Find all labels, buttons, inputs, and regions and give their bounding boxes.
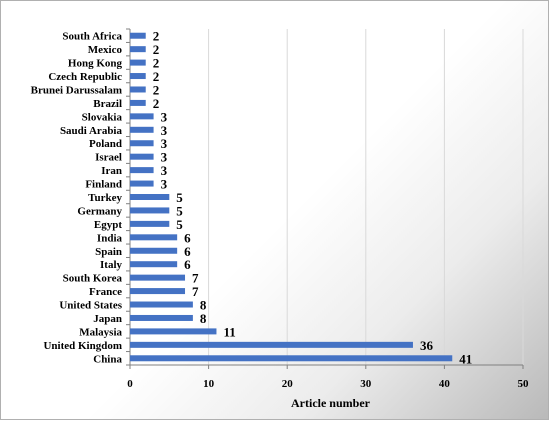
category-label: Egypt bbox=[94, 219, 122, 231]
category-label: Finland bbox=[85, 179, 122, 191]
x-tick-label: 50 bbox=[518, 378, 530, 390]
category-label: United States bbox=[59, 300, 122, 312]
data-label: 2 bbox=[153, 69, 160, 84]
data-label: 3 bbox=[161, 136, 168, 151]
data-label: 11 bbox=[223, 324, 235, 339]
data-label: 5 bbox=[176, 217, 183, 232]
data-label: 2 bbox=[153, 56, 160, 71]
category-label: Czech Republic bbox=[48, 71, 122, 83]
category-label: Slovakia bbox=[82, 111, 123, 123]
bar bbox=[130, 314, 193, 321]
category-label: United Kingdom bbox=[43, 340, 122, 352]
data-label: 2 bbox=[153, 82, 160, 97]
bar bbox=[130, 153, 154, 160]
data-label: 5 bbox=[176, 190, 183, 205]
category-label: China bbox=[93, 353, 122, 365]
x-axis-title: Article number bbox=[291, 396, 371, 410]
category-label: South Africa bbox=[62, 31, 122, 43]
data-label: 6 bbox=[184, 257, 191, 272]
category-label: France bbox=[89, 286, 122, 298]
bar bbox=[130, 341, 413, 348]
category-label: Iran bbox=[101, 165, 122, 177]
data-label: 2 bbox=[153, 42, 160, 57]
bar bbox=[130, 194, 170, 200]
data-label: 7 bbox=[192, 271, 199, 286]
bar bbox=[130, 46, 146, 53]
data-label: 2 bbox=[153, 96, 160, 111]
bar bbox=[130, 247, 178, 254]
bar bbox=[130, 59, 146, 66]
bar bbox=[130, 126, 154, 133]
bar bbox=[130, 261, 178, 268]
bar bbox=[130, 288, 186, 295]
bar bbox=[130, 167, 154, 174]
bar bbox=[130, 180, 154, 187]
data-label: 3 bbox=[161, 177, 168, 192]
x-tick-label: 40 bbox=[439, 378, 451, 390]
data-label: 7 bbox=[192, 284, 199, 299]
bar bbox=[130, 301, 193, 308]
bar bbox=[130, 207, 170, 214]
data-label: 2 bbox=[153, 29, 160, 44]
bar bbox=[130, 328, 217, 335]
category-label: Mexico bbox=[88, 44, 123, 56]
bar bbox=[130, 355, 453, 362]
category-label: Brunei Darussalam bbox=[31, 84, 122, 96]
x-tick-label: 30 bbox=[360, 378, 372, 390]
category-label: Hong Kong bbox=[68, 58, 123, 70]
bar bbox=[130, 274, 186, 281]
data-label: 3 bbox=[161, 150, 168, 165]
data-label: 8 bbox=[200, 311, 207, 326]
bar bbox=[130, 220, 170, 227]
category-label: Spain bbox=[95, 246, 122, 258]
category-label: Japan bbox=[93, 313, 122, 325]
bar bbox=[130, 32, 146, 39]
category-label: Israel bbox=[95, 152, 122, 164]
data-label: 8 bbox=[200, 298, 207, 313]
category-label: Saudi Arabia bbox=[60, 125, 123, 137]
bar bbox=[130, 140, 154, 147]
bar bbox=[130, 86, 146, 93]
category-label: Italy bbox=[100, 259, 123, 271]
bar bbox=[130, 99, 146, 106]
data-label: 36 bbox=[420, 338, 434, 353]
category-label: Malaysia bbox=[79, 326, 122, 338]
category-label: Brazil bbox=[93, 98, 122, 110]
category-label: Turkey bbox=[88, 192, 122, 204]
data-label: 6 bbox=[184, 244, 191, 259]
bar bbox=[130, 234, 178, 241]
data-label: 3 bbox=[161, 109, 168, 124]
category-label: Poland bbox=[89, 138, 122, 150]
data-label: 6 bbox=[184, 230, 191, 245]
bar bbox=[130, 73, 146, 80]
data-label: 5 bbox=[176, 203, 183, 218]
x-tick-label: 0 bbox=[127, 378, 133, 390]
data-label: 41 bbox=[459, 351, 472, 366]
category-label: South Korea bbox=[63, 273, 123, 285]
category-label: Germany bbox=[77, 205, 122, 217]
bar bbox=[130, 113, 154, 120]
x-tick-label: 20 bbox=[282, 378, 294, 390]
category-label: India bbox=[97, 232, 123, 244]
data-label: 3 bbox=[161, 123, 168, 138]
x-tick-label: 10 bbox=[203, 378, 215, 390]
data-label: 3 bbox=[161, 163, 168, 178]
